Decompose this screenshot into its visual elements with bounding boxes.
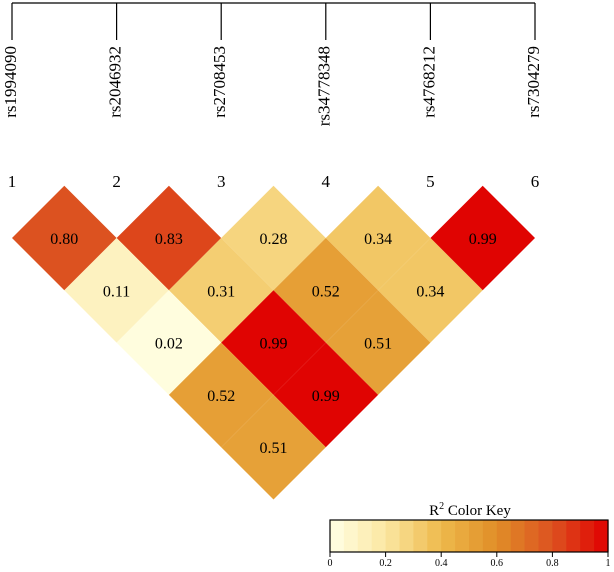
color-key-title-superscript: 2 — [439, 501, 444, 512]
ld-cell-value: 0.51 — [260, 440, 288, 457]
color-key-swatch — [427, 520, 442, 552]
snp-name-label: rs2708453 — [210, 46, 229, 118]
snp-index-label: 2 — [112, 172, 121, 191]
ld-cell-value: 0.51 — [364, 336, 392, 353]
color-key-tick-label: 0 — [328, 558, 333, 569]
color-key-swatch — [469, 520, 484, 552]
color-key-swatch — [552, 520, 567, 552]
ld-cell-value: 0.99 — [260, 336, 288, 353]
color-key-swatch — [566, 520, 581, 552]
color-key-title: R2 Color Key — [429, 501, 511, 519]
ld-cell — [430, 185, 535, 291]
color-key: R2 Color Key 0 0.2 0.4 0.6 0.8 1 — [328, 501, 611, 569]
ld-cell — [273, 342, 379, 448]
snp-index-label: 1 — [8, 172, 17, 191]
ld-cell-value: 0.80 — [50, 231, 78, 248]
ld-cell — [325, 290, 431, 395]
snp-index-label: 4 — [322, 172, 331, 191]
ld-cell-value: 0.34 — [416, 283, 444, 300]
color-key-title-r: R — [429, 503, 439, 519]
color-key-swatch — [538, 520, 553, 552]
ld-cell-value: 0.52 — [312, 283, 340, 300]
color-key-tick-label: 0.8 — [546, 558, 559, 569]
snp-index-label: 5 — [426, 172, 435, 191]
color-key-swatch — [385, 520, 401, 552]
snp-name-label: rs34778348 — [315, 46, 334, 126]
snp-index-label: 6 — [531, 172, 540, 191]
ld-cell — [168, 238, 274, 343]
snp-name-label: rs1994090 — [1, 46, 20, 118]
ld-cell — [221, 394, 326, 500]
ld-cells: 0.80 0.83 0.28 0.34 0.99 0.11 0.31 0.52 0.34 0.02… — [12, 185, 535, 500]
color-key-swatch — [371, 520, 387, 552]
snp-name-label: rs2046932 — [106, 46, 125, 118]
color-key-tick-label: 1 — [606, 558, 611, 569]
snp-connector-lines — [11, 2, 536, 40]
color-key-title-text: Color Key — [444, 503, 511, 519]
color-key-swatch — [482, 520, 498, 552]
ld-cell-value: 0.02 — [155, 336, 183, 353]
color-key-swatch — [330, 520, 345, 552]
color-key-swatch — [413, 520, 428, 552]
snp-index-labels: 1 2 3 4 5 6 — [8, 172, 540, 191]
color-key-swatch — [357, 520, 373, 552]
snp-name-label: rs7304279 — [524, 46, 543, 118]
color-key-swatch — [524, 520, 540, 552]
ld-cell-value: 0.52 — [207, 388, 235, 405]
color-key-frame — [329, 519, 609, 553]
color-key-swatch — [441, 520, 456, 552]
ld-cell-value: 0.34 — [364, 231, 392, 248]
ld-cell — [378, 238, 483, 343]
ld-cell — [273, 238, 379, 343]
ld-cell-value: 0.31 — [207, 283, 235, 300]
ld-cell — [12, 185, 117, 291]
ld-cell-value: 0.83 — [155, 231, 183, 248]
color-key-tick-label: 0.2 — [379, 558, 392, 569]
color-key-swatch — [399, 520, 414, 552]
color-key-swatch — [496, 520, 512, 552]
color-key-tick-label: 0.4 — [435, 558, 448, 569]
ld-cell-value: 0.28 — [260, 231, 288, 248]
ld-cell-value: 0.99 — [469, 231, 497, 248]
ld-cell-value: 0.99 — [312, 388, 340, 405]
color-key-swatch — [343, 520, 359, 552]
color-key-swatch — [510, 520, 526, 552]
ld-cell — [116, 185, 222, 291]
snp-name-labels: rs1994090 rs2046932 rs2708453 rs34778348 rs4… — [1, 46, 543, 126]
ld-cell — [168, 342, 274, 448]
snp-name-label: rs4768212 — [419, 46, 438, 118]
ld-cell — [116, 290, 222, 395]
ld-cell — [64, 238, 169, 343]
color-key-swatch — [594, 520, 609, 552]
ld-cell-value: 0.11 — [103, 283, 130, 300]
color-key-swatch — [455, 520, 470, 552]
snp-index-label: 3 — [217, 172, 226, 191]
color-key-swatch — [580, 520, 595, 552]
color-key-tick-label: 0.6 — [491, 558, 504, 569]
